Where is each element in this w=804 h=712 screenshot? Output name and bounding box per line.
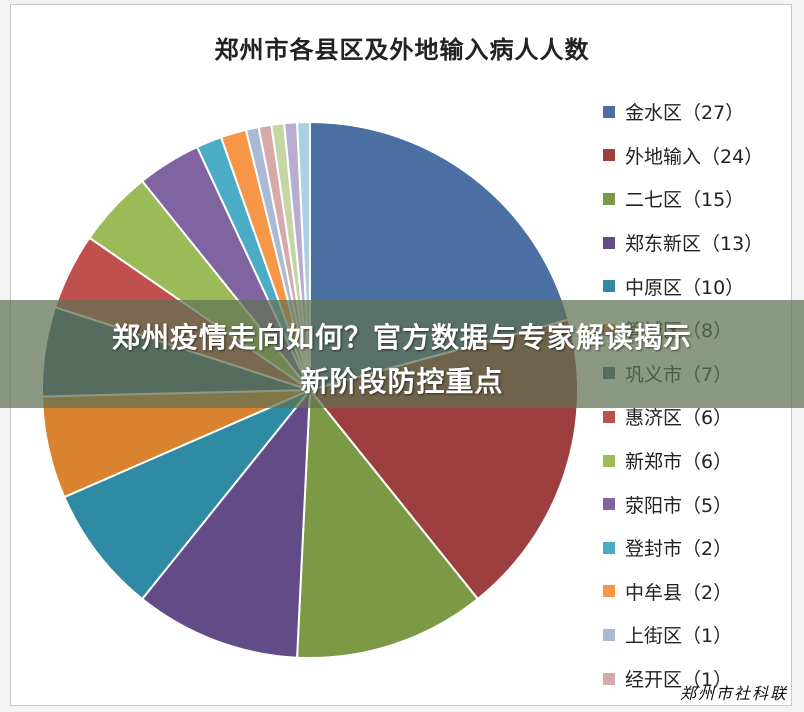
legend-swatch	[603, 410, 615, 423]
legend-swatch	[603, 105, 615, 118]
legend-swatch	[603, 672, 615, 685]
legend-label: 惠济区（6）	[625, 407, 733, 430]
headline-line-2: 新阶段防控重点	[300, 365, 504, 398]
legend-label: 郑东新区（13）	[625, 233, 764, 256]
headline-line-1: 郑州疫情走向如何？官方数据与专家解读揭示	[111, 321, 692, 354]
watermark-logo: 郑州市社科联	[679, 684, 788, 703]
legend-label: 金水区（27）	[625, 102, 745, 125]
legend-item: 郑东新区（13）	[603, 221, 763, 265]
legend-label: 上街区（1）	[625, 625, 733, 648]
headline-banner: 郑州疫情走向如何？官方数据与专家解读揭示 新阶段防控重点	[0, 300, 804, 408]
legend-item: 中牟县（2）	[603, 570, 763, 614]
legend-item: 荥阳市（5）	[603, 482, 763, 526]
legend-item: 外地输入（24）	[603, 134, 763, 178]
legend-item: 金水区（27）	[603, 90, 763, 134]
legend-swatch	[603, 149, 615, 162]
legend-swatch	[603, 628, 615, 641]
legend-item: 登封市（2）	[603, 526, 763, 570]
legend-swatch	[603, 454, 615, 467]
legend-item: 中原区（10）	[603, 264, 763, 308]
legend-item: 经开区（1）	[603, 657, 763, 701]
legend-label: 荥阳市（5）	[625, 494, 733, 517]
pie-slice-3	[140, 386, 312, 659]
legend-item: 惠济区（6）	[603, 395, 763, 439]
legend-item: 上街区（1）	[603, 613, 763, 657]
legend-item: 新郑市（6）	[603, 439, 763, 483]
legend-swatch	[603, 236, 615, 249]
pie-slice-4	[62, 389, 311, 601]
legend-label: 二七区（15）	[625, 189, 745, 212]
legend-label: 中原区（10）	[625, 276, 745, 299]
legend-label: 经开区（1）	[625, 669, 733, 692]
legend-label: 外地输入（24）	[625, 145, 764, 168]
legend-swatch	[603, 280, 615, 293]
legend-swatch	[603, 585, 615, 598]
legend-swatch	[603, 498, 615, 511]
legend-label: 新郑市（6）	[625, 451, 733, 474]
chart-legend: 金水区（27）外地输入（24）二七区（15）郑东新区（13）中原区（10）管城区…	[603, 90, 763, 700]
legend-label: 登封市（2）	[625, 538, 733, 561]
pie-slice-2	[296, 387, 480, 659]
legend-swatch	[603, 192, 615, 205]
legend-label: 中牟县（2）	[625, 581, 733, 604]
legend-swatch	[603, 541, 615, 554]
legend-item: 二七区（15）	[603, 177, 763, 221]
chart-title: 郑州市各县区及外地输入病人人数	[214, 36, 590, 64]
